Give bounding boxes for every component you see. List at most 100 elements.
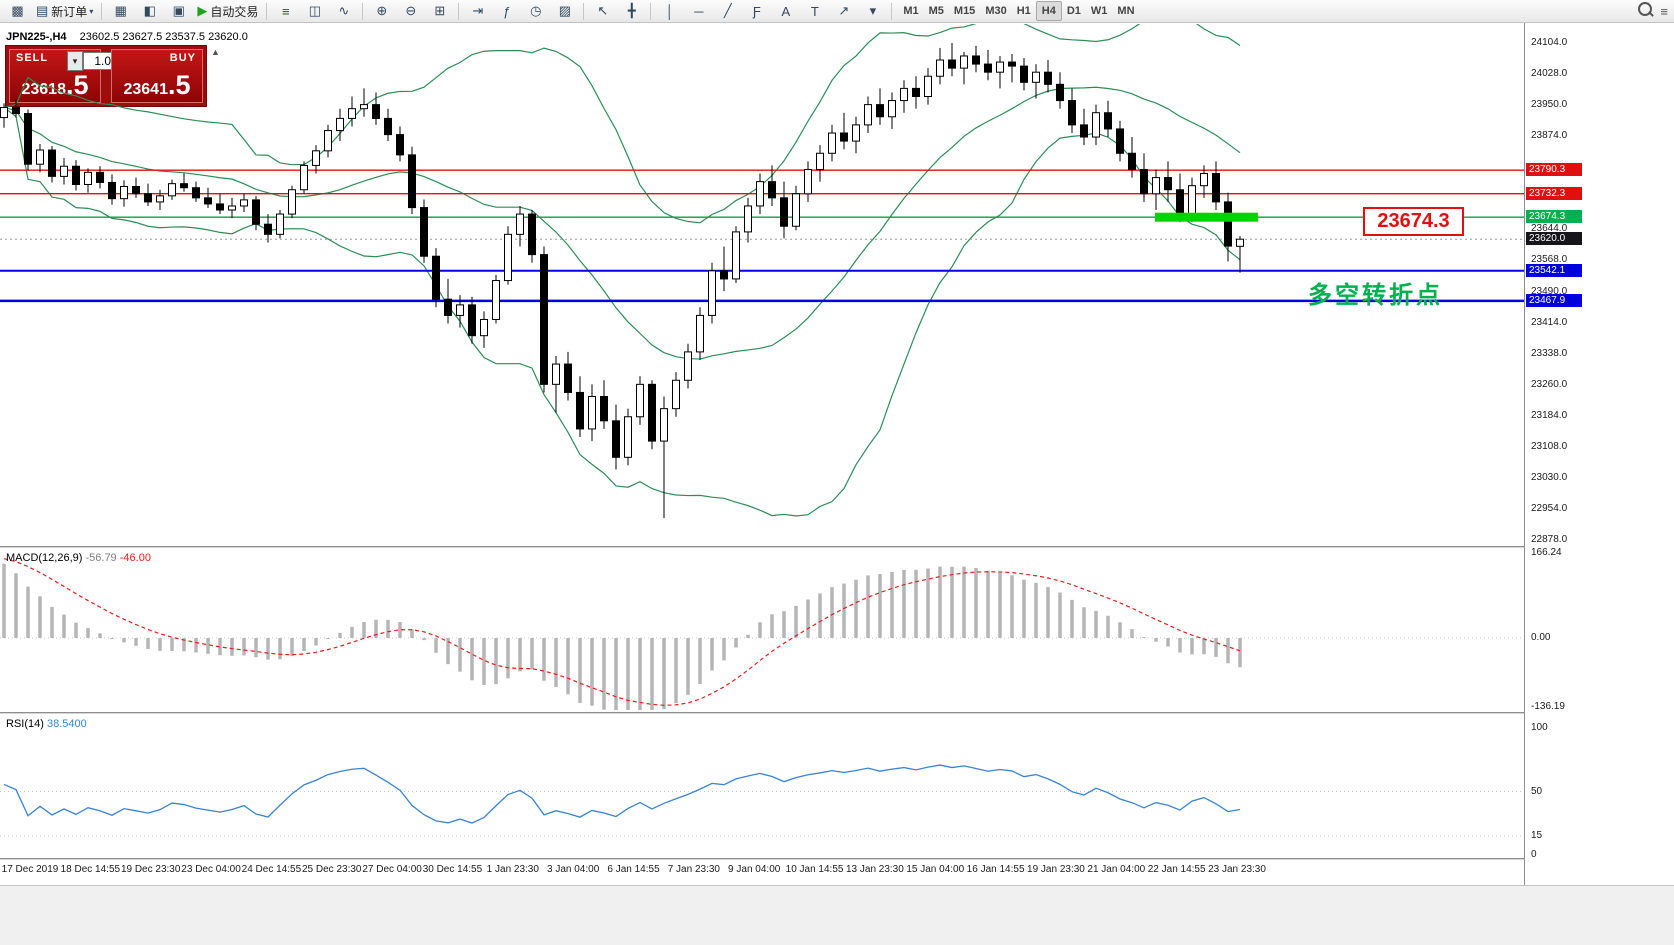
timeframe-m5-button[interactable]: M5 <box>928 5 944 17</box>
candle <box>408 154 416 209</box>
timeframe-d1-button[interactable]: D1 <box>1066 5 1081 17</box>
candle <box>120 186 128 200</box>
candlestick-type-icon[interactable]: ◫ <box>308 3 321 18</box>
volume-decrease-button[interactable]: ▾ <box>67 51 83 71</box>
candle <box>696 314 704 353</box>
one-click-trading-panel: SELL 23618.5 ▾ ▴ BUY 23641.5 <box>5 45 207 107</box>
candle <box>312 150 320 166</box>
candle <box>0 106 8 119</box>
macd-name: MACD(12,26,9) <box>6 552 83 564</box>
timeframe-m15-button[interactable]: M15 <box>953 5 976 17</box>
turning-point-note[interactable]: 多空转折点 <box>1308 282 1443 309</box>
timeframe-m1-button[interactable]: M1 <box>903 5 919 17</box>
time-axis-label: 21 Jan 04:00 <box>1087 864 1146 875</box>
buy-button[interactable]: BUY 23641.5 <box>111 49 203 103</box>
candle <box>156 195 164 203</box>
text-icon[interactable]: A <box>781 3 791 19</box>
candle <box>1140 168 1148 195</box>
candle <box>864 104 872 126</box>
panel-separator[interactable] <box>0 858 1674 860</box>
cursor-icon[interactable]: ↖ <box>597 3 609 18</box>
macd-label: MACD(12,26,9) -56.79 -46.00 <box>6 552 151 564</box>
toolbar-items: ▩ ▤ 新订单 ▾ ▦ ◧ ▣ ▶ 自动交易 ≡ ◫ ∿ ⊕ ⊖ ⊞ ⇥ ƒ ◷ ▨ ↖ ╋ │ ─ ╱ Ƒ A T ↗ ▾ <box>3 1 896 22</box>
rsi-label: RSI(14) 38.5400 <box>6 718 87 730</box>
auto-scroll-icon[interactable]: ⇥ <box>472 3 484 18</box>
chart-ohlc-readout: 23602.5 23627.5 23537.5 23620.0 <box>79 31 248 43</box>
candle <box>792 193 800 227</box>
panel-separator[interactable] <box>0 546 1674 548</box>
menu-icon[interactable]: ≡ <box>1660 4 1668 19</box>
candle <box>660 408 668 442</box>
line-chart-type-icon[interactable]: ∿ <box>338 3 350 18</box>
toolbar-separator <box>891 2 893 20</box>
price-axis[interactable]: 24104.0 24028.0 23950.0 23874.0 23644.0 23568… <box>1524 23 1674 885</box>
macd-panel-canvas[interactable] <box>0 548 1524 712</box>
new-order-button[interactable]: ▤ 新订单 ▾ <box>36 3 94 19</box>
sell-price-main: 23618 <box>21 81 66 98</box>
candle <box>264 223 272 235</box>
candle <box>588 395 596 430</box>
autotrading-button[interactable]: ▶ 自动交易 <box>197 3 259 19</box>
arrows-icon[interactable]: ↗ <box>838 3 850 18</box>
sell-label: SELL <box>16 52 49 64</box>
candle <box>1188 185 1196 215</box>
time-axis-label: 1 Jan 23:30 <box>486 864 539 875</box>
candle <box>48 149 56 177</box>
time-axis-label: 9 Jan 04:00 <box>728 864 781 875</box>
timeframe-h4-button[interactable]: H4 <box>1035 1 1062 21</box>
candle <box>324 130 332 152</box>
panel-separator[interactable] <box>0 712 1674 714</box>
timeframe-m30-button[interactable]: M30 <box>985 5 1007 17</box>
timeframe-mn-button[interactable]: MN <box>1117 5 1135 17</box>
label-icon[interactable]: T <box>810 3 819 19</box>
buy-price: 23641.5 <box>112 72 202 99</box>
terminal-icon[interactable]: ▣ <box>172 3 185 18</box>
timeframe-w1-button[interactable]: W1 <box>1090 5 1108 17</box>
market-watch-icon[interactable]: ▦ <box>114 3 127 18</box>
shapes-dropdown-icon[interactable]: ▾ <box>869 3 877 18</box>
trendline-icon[interactable]: ╱ <box>723 3 732 18</box>
time-axis-label: 3 Jan 04:00 <box>547 864 600 875</box>
time-axis-label: 15 Jan 04:00 <box>906 864 965 875</box>
vertical-line-icon[interactable]: │ <box>665 3 674 19</box>
rsi-value: 38.5400 <box>46 718 87 730</box>
candle <box>84 171 92 185</box>
support-highlight-bar[interactable] <box>1155 212 1258 222</box>
candle <box>672 379 680 410</box>
macd-signal-value: -46.00 <box>119 552 151 564</box>
candle <box>60 165 68 177</box>
bar-chart-type-icon[interactable]: ≡ <box>282 3 290 19</box>
zoom-out-icon[interactable]: ⊖ <box>405 3 417 18</box>
candle <box>636 383 644 418</box>
time-axis-label: 25 Dec 23:30 <box>302 864 362 875</box>
horizontal-line-icon[interactable]: ─ <box>694 3 704 19</box>
new-chart-icon[interactable]: ▩ <box>11 3 24 18</box>
time-axis-label: 23 Dec 04:00 <box>181 864 241 875</box>
fibonacci-icon[interactable]: Ƒ <box>752 3 761 19</box>
candle <box>336 117 344 132</box>
crosshair-icon[interactable]: ╋ <box>627 3 636 18</box>
sell-price: 23618.5 <box>10 72 100 99</box>
templates-icon[interactable]: ▨ <box>558 3 571 18</box>
candle <box>1128 152 1136 170</box>
candle <box>936 59 944 77</box>
navigator-icon[interactable]: ◧ <box>143 3 156 18</box>
toolbar: ▩ ▤ 新订单 ▾ ▦ ◧ ▣ ▶ 自动交易 ≡ ◫ ∿ ⊕ ⊖ ⊞ ⇥ ƒ ◷ ▨ ↖ ╋ │ ─ ╱ Ƒ A T ↗ ▾ M1 M5 M… <box>0 0 1674 23</box>
indicators-icon[interactable]: ƒ <box>503 3 511 19</box>
zoom-in-icon[interactable]: ⊕ <box>376 3 388 18</box>
toolbar-separator <box>266 2 268 20</box>
price-callout-label[interactable]: 23674.3 <box>1363 207 1464 236</box>
price-chart-canvas[interactable] <box>0 24 1524 546</box>
time-axis-label: 27 Dec 04:00 <box>362 864 422 875</box>
candle <box>276 213 284 235</box>
tile-windows-icon[interactable]: ⊞ <box>434 3 446 18</box>
candle <box>552 363 560 385</box>
candle <box>96 171 104 183</box>
search-icon[interactable] <box>1638 2 1653 21</box>
rsi-panel-canvas[interactable] <box>0 714 1524 858</box>
price-axis-tick: 24104.0 <box>1531 37 1568 48</box>
rsi-line <box>3 764 1241 824</box>
one-click-collapse-arrow[interactable]: ▲ <box>211 47 220 57</box>
timeframe-h1-button[interactable]: H1 <box>1016 5 1031 17</box>
period-icon[interactable]: ◷ <box>530 3 542 18</box>
